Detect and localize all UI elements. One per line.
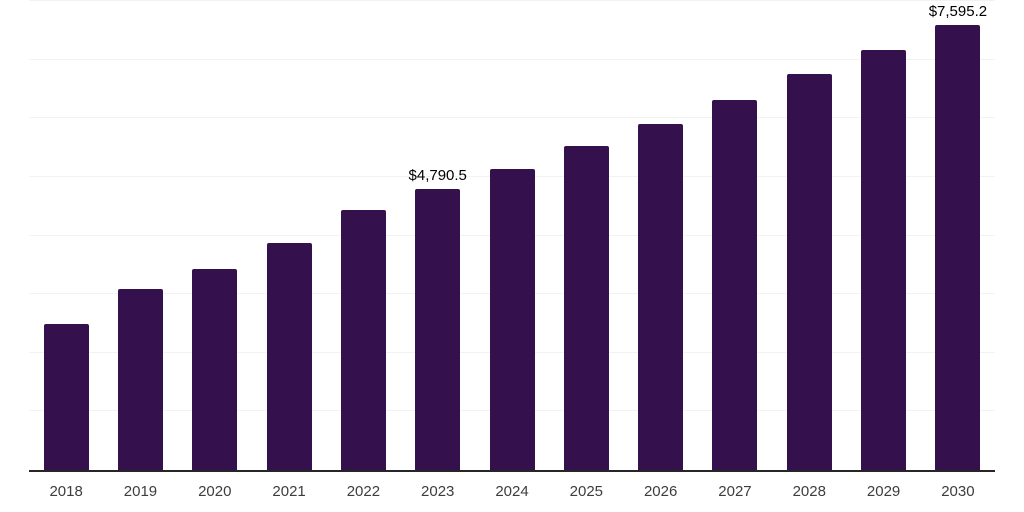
bar-slot-2028 — [772, 1, 846, 470]
x-tick-label-2024: 2024 — [495, 483, 529, 500]
bar-slot-2024 — [475, 1, 549, 470]
bars-container: $4,790.5 $7,595.2 — [29, 1, 995, 470]
bar-2025 — [563, 145, 609, 470]
x-tick-label-2029: 2029 — [866, 483, 901, 500]
x-tick-label-2021: 2021 — [272, 483, 306, 500]
bar-2022 — [340, 210, 386, 470]
bar-slot-2030: $7,595.2 — [921, 1, 995, 470]
x-tick-label-2026: 2026 — [643, 483, 678, 500]
x-tick-label-2022: 2022 — [346, 483, 381, 500]
bar-2026 — [638, 124, 684, 470]
bar-2029 — [861, 50, 907, 470]
x-tick-label-2027: 2027 — [718, 483, 752, 500]
bar-2020 — [192, 268, 238, 470]
bar-2018 — [43, 324, 89, 470]
bar-slot-2018 — [29, 1, 103, 470]
x-tick-label-2019: 2019 — [123, 483, 158, 500]
bar-slot-2023: $4,790.5 — [401, 1, 475, 470]
bar-2024 — [489, 169, 535, 470]
bar-slot-2020 — [178, 1, 252, 470]
bar-slot-2027 — [698, 1, 772, 470]
bar-2027 — [712, 100, 758, 470]
bar-2028 — [786, 74, 832, 470]
bar-slot-2019 — [103, 1, 177, 470]
gridline-7000 — [29, 58, 995, 60]
bar-2019 — [117, 288, 163, 470]
x-axis-labels: 2018 2019 2020 2021 2022 2023 2024 2025 2026 2027… — [29, 482, 995, 502]
bar-value-label-2023: $4,790.5 — [408, 167, 467, 185]
x-tick-label-2020: 2020 — [198, 483, 232, 500]
gridline-8000 — [29, 0, 995, 1]
x-tick-label-2030: 2030 — [941, 483, 975, 500]
x-tick-label-2025: 2025 — [569, 483, 604, 500]
bar-2030 — [935, 24, 981, 470]
bar-slot-2026 — [624, 1, 698, 470]
x-tick-label-2023: 2023 — [421, 483, 455, 500]
plot-area: $4,790.5 $7,595.2 — [29, 0, 995, 470]
bar-2023 — [415, 189, 461, 470]
bar-slot-2029 — [846, 1, 920, 470]
bar-2021 — [266, 243, 312, 470]
x-axis-line — [29, 470, 995, 472]
x-tick-label-2018: 2018 — [49, 483, 83, 500]
bar-value-label-2030: $7,595.2 — [928, 2, 988, 20]
bar-slot-2022 — [326, 1, 400, 470]
bar-slot-2025 — [549, 1, 623, 470]
x-tick-label-2028: 2028 — [792, 483, 826, 500]
gridline-6000 — [29, 117, 995, 119]
bar-slot-2021 — [252, 1, 326, 470]
